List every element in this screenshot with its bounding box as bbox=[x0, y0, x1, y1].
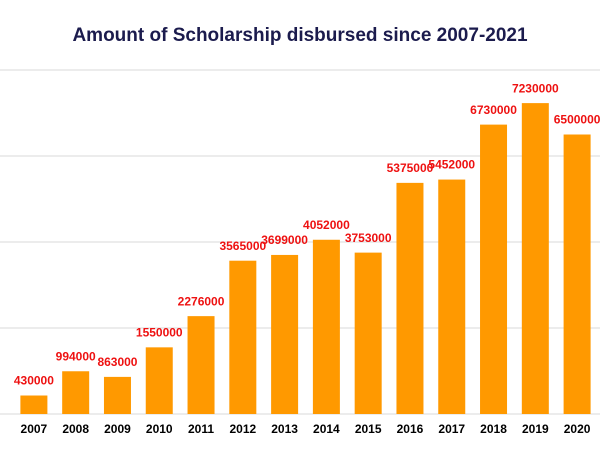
bar bbox=[229, 260, 257, 414]
x-tick-label: 2013 bbox=[271, 422, 298, 436]
value-label: 7230000 bbox=[512, 81, 559, 95]
bar bbox=[354, 252, 382, 414]
bar bbox=[312, 239, 340, 414]
bar bbox=[187, 316, 215, 414]
x-tick-label: 2015 bbox=[355, 422, 382, 436]
value-label: 3753000 bbox=[345, 231, 392, 245]
bar bbox=[521, 103, 549, 415]
value-label: 5375000 bbox=[387, 161, 434, 175]
value-label: 863000 bbox=[97, 355, 137, 369]
x-tick-label: 2016 bbox=[397, 422, 424, 436]
bar bbox=[438, 179, 466, 414]
bar bbox=[563, 134, 591, 414]
x-tick-label: 2014 bbox=[313, 422, 340, 436]
value-label: 430000 bbox=[14, 374, 54, 388]
value-label: 3565000 bbox=[219, 239, 266, 253]
x-tick-label: 2020 bbox=[564, 422, 591, 436]
value-label: 6500000 bbox=[554, 113, 600, 127]
bar bbox=[271, 254, 299, 414]
x-tick-label: 2011 bbox=[188, 422, 214, 436]
bar bbox=[145, 347, 173, 414]
bar bbox=[62, 371, 90, 414]
x-tick-label: 2012 bbox=[229, 422, 256, 436]
bar bbox=[396, 182, 424, 414]
value-label: 994000 bbox=[56, 349, 96, 363]
x-tick-label: 2007 bbox=[21, 422, 48, 436]
bar bbox=[480, 124, 508, 415]
x-tick-label: 2017 bbox=[438, 422, 465, 436]
value-label: 3699000 bbox=[261, 233, 308, 247]
value-label: 4052000 bbox=[303, 218, 350, 232]
x-tick-label: 2009 bbox=[104, 422, 131, 436]
value-label: 1550000 bbox=[136, 326, 183, 340]
x-tick-label: 2019 bbox=[522, 422, 549, 436]
value-label: 5452000 bbox=[428, 158, 475, 172]
bar bbox=[20, 395, 48, 414]
x-tick-label: 2010 bbox=[146, 422, 173, 436]
x-tick-label: 2018 bbox=[480, 422, 507, 436]
x-tick-label: 2008 bbox=[62, 422, 89, 436]
bar bbox=[103, 376, 131, 414]
chart-title: Amount of Scholarship disbursed since 20… bbox=[72, 25, 528, 46]
value-label: 2276000 bbox=[178, 294, 225, 308]
value-label: 6730000 bbox=[470, 103, 517, 117]
